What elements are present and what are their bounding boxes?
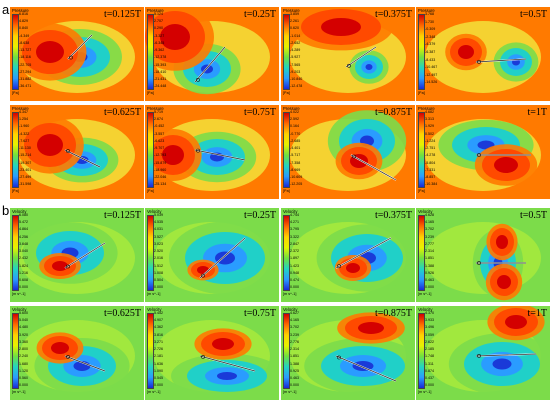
time-label: t=0.125T [103, 9, 141, 20]
time-label: t=0.75T [243, 308, 276, 319]
pressure-contour-cell: Pressure 4.682 3.313 1.929 0.502 -1.224 -2.751… [416, 105, 550, 199]
pressure-contour-field [416, 7, 550, 101]
pressure-contour-cell: Pressure 4.347 1.254 -1.960 -4.322 -7.627 -11.… [10, 105, 144, 199]
time-label: t=0.75T [243, 107, 276, 118]
time-label: t=0.625T [103, 308, 141, 319]
time-label: t=0.375T [374, 210, 412, 221]
pressure-contour-field [416, 105, 550, 199]
time-label: t=0.5T [519, 210, 547, 221]
pressure-contour-field [145, 105, 279, 199]
velocity-contour-cell: Velocity 6.080 5.472 4.864 4.256 3.648 3.040 2.… [10, 208, 144, 302]
velocity-contour-field [10, 208, 144, 302]
velocity-contour-cell: Velocity 4.627 4.165 3.702 3.239 2.776 2.314 1.… [281, 306, 415, 400]
velocity-contour-field [145, 208, 279, 302]
time-label: t=0.25T [243, 9, 276, 20]
time-label: t=1T [527, 107, 547, 118]
pressure-contour-cell: Pressure 5.719 2.674 -0.452 -3.557 -6.623 -9.7… [145, 105, 279, 199]
velocity-contour-cell: Velocity 5.452 4.907 4.362 3.816 3.271 2.726 2.… [145, 306, 279, 400]
velocity-contour-field [281, 208, 415, 302]
pressure-contour-cell: Pressure 6.816 4.829 0.840 -4.349 -8.638 -13.7… [10, 7, 144, 101]
pressure-contour-field [10, 105, 144, 199]
pressure-panel: Pressure 6.816 4.829 0.840 -4.349 -8.638 -13.7… [10, 7, 550, 199]
time-label: t=0.375T [374, 9, 412, 20]
time-label: t=0.875T [374, 107, 412, 118]
time-label: t=0.625T [103, 107, 141, 118]
pressure-contour-cell: Pressure 3.859 2.261 0.620 -1.014 -2.652 -4.28… [281, 7, 415, 101]
time-label: t=1T [527, 308, 547, 319]
velocity-contour-field [145, 306, 279, 400]
panel-b-label: b [2, 203, 10, 218]
velocity-contour-cell: Velocity 4.370 3.933 3.496 3.059 2.622 2.185 1.… [416, 306, 550, 400]
velocity-contour-field [416, 306, 550, 400]
time-label: t=0.875T [374, 308, 412, 319]
velocity-contour-cell: Velocity 4.628 4.165 3.702 3.239 2.777 2.314 1.… [416, 208, 550, 302]
pressure-contour-cell: Pressure 3.768 1.730 -0.309 -2.348 -4.379 -6.3… [416, 7, 550, 101]
time-label: t=0.5T [519, 9, 547, 20]
pressure-contour-cell: Pressure 4.022 2.592 0.164 -0.770 -2.685 -4.40… [281, 105, 415, 199]
pressure-contour-field [281, 7, 415, 101]
velocity-contour-field [281, 306, 415, 400]
pressure-contour-field [281, 105, 415, 199]
velocity-contour-field [416, 208, 550, 302]
pressure-contour-field [10, 7, 144, 101]
velocity-contour-field [10, 306, 144, 400]
velocity-contour-cell: Velocity 5.039 4.535 4.031 3.527 3.023 2.520 2.… [145, 208, 279, 302]
velocity-contour-cell: Velocity 4.744 4.271 3.795 3.322 2.847 2.372 1.… [281, 208, 415, 302]
pressure-contour-cell: Pressure 5.124 2.707 0.290 -3.327 -6.345 -9.36… [145, 7, 279, 101]
pressure-contour-field [145, 7, 279, 101]
time-label: t=0.25T [243, 210, 276, 221]
velocity-contour-cell: Velocity 5.600 5.040 4.480 3.920 3.360 2.800 2.… [10, 306, 144, 400]
panel-a-label: a [2, 2, 10, 17]
time-label: t=0.125T [103, 210, 141, 221]
velocity-panel: Velocity 6.080 5.472 4.864 4.256 3.648 3.040 2.… [0, 201, 550, 402]
